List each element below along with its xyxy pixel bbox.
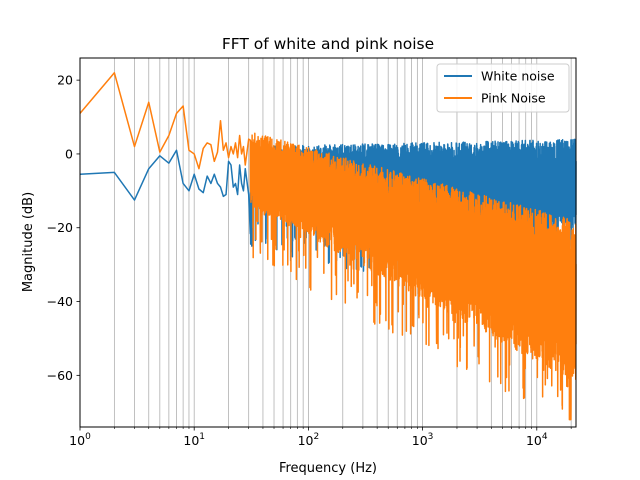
x-tick-label: 103	[412, 432, 434, 448]
y-tick-label: −40	[47, 294, 73, 309]
series-line-pink-noise	[79, 72, 577, 421]
y-tick-label: 0	[65, 146, 73, 161]
x-tick-label: 100	[69, 432, 91, 448]
plot-frame	[79, 57, 577, 428]
y-tick-label: 20	[57, 73, 73, 88]
x-axis-label: Frequency (Hz)	[279, 461, 377, 476]
y-tick-label: −20	[47, 220, 73, 235]
legend-label-pink-noise: Pink Noise	[481, 91, 546, 106]
x-tick-label: 104	[526, 432, 548, 448]
series-layer	[79, 72, 577, 421]
legend-label-white-noise: White noise	[481, 69, 555, 84]
legend: White noise Pink Noise	[436, 63, 570, 113]
x-tick-label: 102	[298, 432, 320, 448]
y-axis: 20 0 −20 −40 −60	[47, 73, 80, 383]
x-tick-label: 101	[183, 432, 205, 448]
chart-title: FFT of white and pink noise	[222, 35, 434, 53]
y-axis-label: Magnitude (dB)	[21, 192, 36, 292]
plot-area: 100 101 102 103 104 20 0 −20 −40 −60	[47, 57, 577, 448]
y-tick-label: −60	[47, 368, 73, 383]
x-axis: 100 101 102 103 104	[69, 427, 572, 448]
